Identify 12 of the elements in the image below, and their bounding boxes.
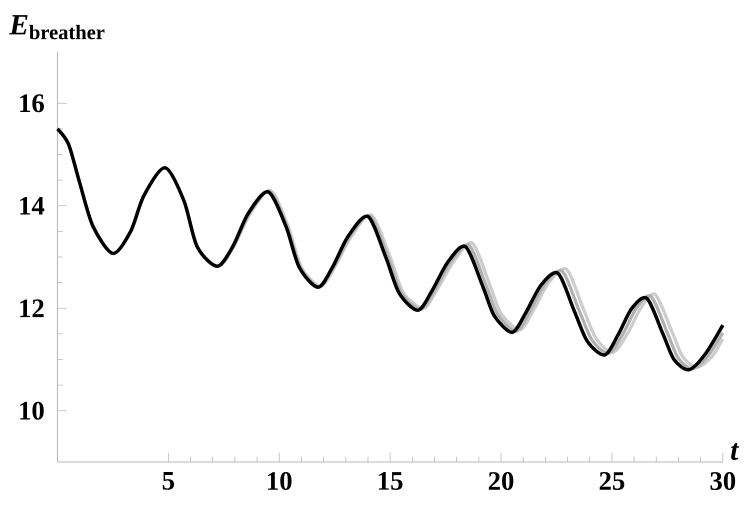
y-axis-title: E$_{breather}$ xyxy=(9,15,104,40)
y-tick-label: 10 xyxy=(20,402,44,420)
x-tick-label: 10 xyxy=(268,472,292,490)
x-tick-label: 25 xyxy=(600,472,624,490)
x-tick-label: 5 xyxy=(162,472,174,490)
y-tick-label: 14 xyxy=(20,196,44,215)
y-tick-label: 12 xyxy=(20,299,44,318)
x-tick-label: 30 xyxy=(710,472,736,490)
y-tick-label: 16 xyxy=(20,94,44,112)
x-axis-title: t xyxy=(731,443,740,460)
x-tick-label: 20 xyxy=(488,472,514,490)
x-tick-label: 15 xyxy=(378,472,402,490)
